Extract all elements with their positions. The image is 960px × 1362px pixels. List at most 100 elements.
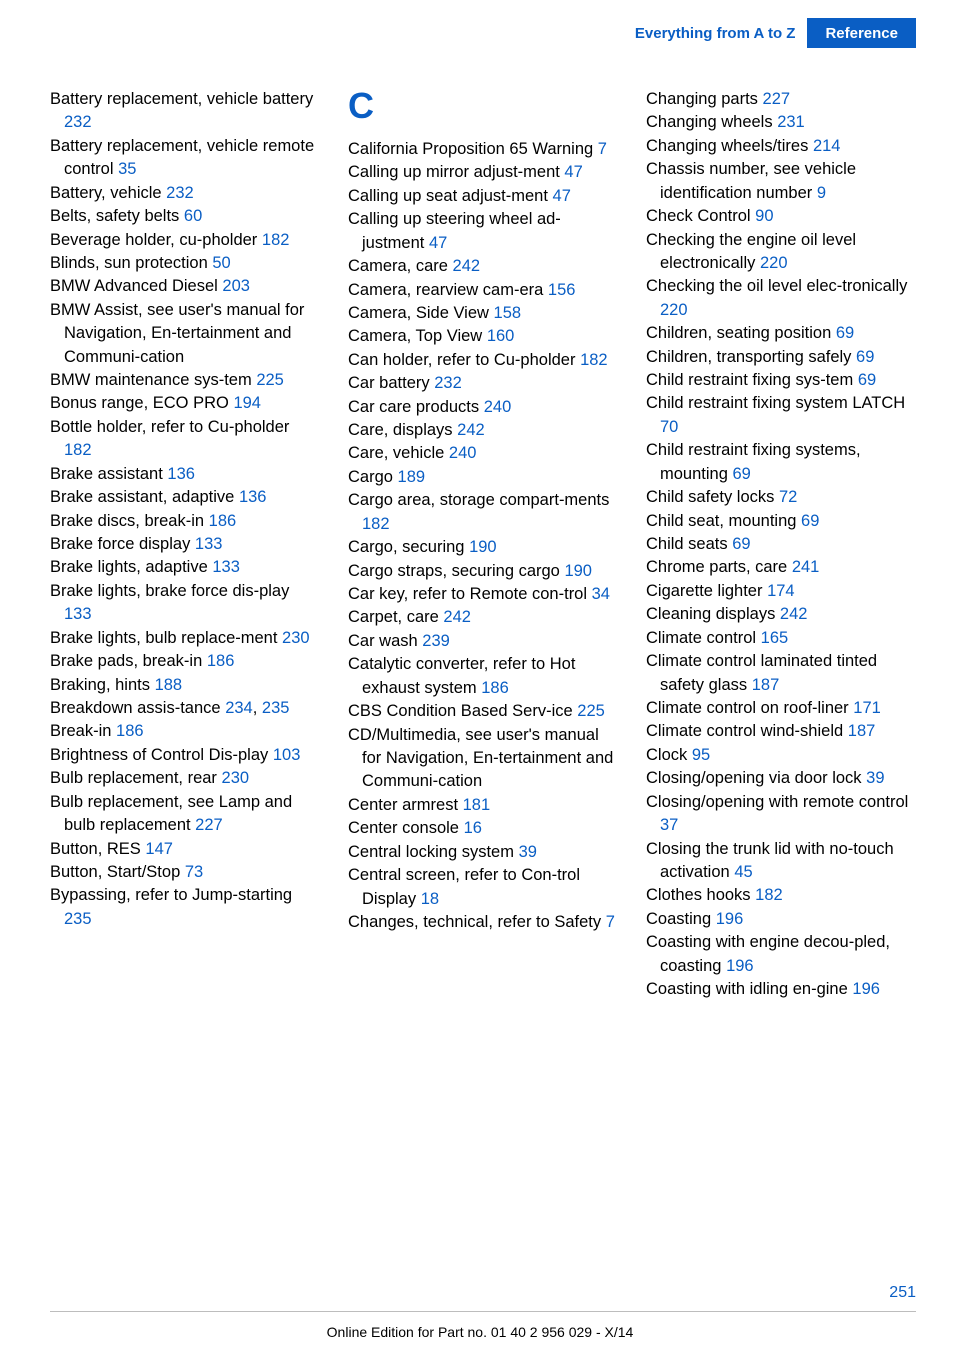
page-ref-link[interactable]: 158 [494, 304, 522, 322]
index-entry-text: Battery replacement, vehicle remote cont… [50, 137, 314, 178]
page-ref-link[interactable]: 230 [222, 769, 250, 787]
page-ref-link[interactable]: 47 [553, 187, 571, 205]
page-ref-link[interactable]: 232 [64, 113, 92, 131]
page-ref-link[interactable]: 188 [155, 676, 183, 694]
page-ref-link[interactable]: 203 [222, 277, 250, 295]
page-ref-link[interactable]: 242 [443, 608, 471, 626]
page-ref-link[interactable]: 47 [429, 234, 447, 252]
page-ref-link[interactable]: 232 [166, 184, 194, 202]
page-ref-link[interactable]: 220 [660, 301, 688, 319]
page-ref-link[interactable]: 69 [801, 512, 819, 530]
page-ref-link[interactable]: 60 [184, 207, 202, 225]
page-ref-link[interactable]: 174 [767, 582, 795, 600]
page-ref-link[interactable]: 35 [118, 160, 136, 178]
page-ref-link[interactable]: 242 [457, 421, 485, 439]
page-ref-link[interactable]: 189 [398, 468, 426, 486]
page-ref-link[interactable]: 73 [185, 863, 203, 881]
page-ref-link[interactable]: 186 [116, 722, 144, 740]
page-ref-link[interactable]: 187 [848, 722, 876, 740]
page-ref-link[interactable]: 47 [564, 163, 582, 181]
index-entry-text: Climate control [646, 629, 756, 647]
page-ref-link[interactable]: 171 [853, 699, 881, 717]
index-entry: Can holder, refer to Cu‐pholder 182 [348, 349, 618, 372]
page-ref-link[interactable]: 133 [212, 558, 240, 576]
page-ref-link[interactable]: 136 [239, 488, 267, 506]
index-entry: Bypassing, refer to Jump-starting 235 [50, 884, 320, 931]
page-ref-link[interactable]: 214 [813, 137, 841, 155]
page-ref-link[interactable]: 7 [598, 140, 607, 158]
index-entry-text: Car care products [348, 398, 479, 416]
page-ref-link[interactable]: 235 [64, 910, 92, 928]
page-ref-link[interactable]: 69 [858, 371, 876, 389]
index-entry: Carpet, care 242 [348, 606, 618, 629]
index-entry: Calling up seat adjust‐ment 47 [348, 185, 618, 208]
page-ref-link[interactable]: 187 [752, 676, 780, 694]
page-ref-link[interactable]: 70 [660, 418, 678, 436]
page-ref-link[interactable]: 190 [564, 562, 592, 580]
page-ref-link[interactable]: 196 [726, 957, 754, 975]
page-ref-link[interactable]: 230 [282, 629, 310, 647]
page-ref-link[interactable]: 37 [660, 816, 678, 834]
page-ref-link[interactable]: 136 [167, 465, 195, 483]
page-ref-link[interactable]: 240 [449, 444, 477, 462]
index-entry-text: Brake force display [50, 535, 190, 553]
page-ref-link[interactable]: 39 [866, 769, 884, 787]
page-ref-link[interactable]: 232 [434, 374, 462, 392]
page-ref-link[interactable]: 39 [519, 843, 537, 861]
page-ref-link[interactable]: 242 [780, 605, 808, 623]
page-ref-link[interactable]: 186 [209, 512, 237, 530]
page-ref-link[interactable]: 160 [487, 327, 515, 345]
page-ref-link[interactable]: 234 [225, 699, 253, 717]
page-ref-link[interactable]: 9 [817, 184, 826, 202]
page-ref-link[interactable]: 69 [732, 535, 750, 553]
page-ref-link[interactable]: 165 [761, 629, 789, 647]
index-entry: Clothes hooks 182 [646, 884, 916, 907]
index-entry-text: Climate control wind‐shield [646, 722, 843, 740]
page-ref-link[interactable]: 196 [852, 980, 880, 998]
page-ref-link[interactable]: 182 [755, 886, 783, 904]
page-ref-link[interactable]: 133 [195, 535, 223, 553]
page-ref-link[interactable]: 241 [792, 558, 820, 576]
page-ref-link[interactable]: 50 [212, 254, 230, 272]
page-ref-link[interactable]: 45 [734, 863, 752, 881]
page-ref-link[interactable]: 182 [64, 441, 92, 459]
index-entry: Cargo straps, securing cargo 190 [348, 560, 618, 583]
page-ref-link[interactable]: 225 [256, 371, 284, 389]
index-entry: Brightness of Control Dis‐play 103 [50, 744, 320, 767]
page-ref-link[interactable]: 69 [836, 324, 854, 342]
page-ref-link[interactable]: 186 [481, 679, 509, 697]
index-entry: Blinds, sun protection 50 [50, 252, 320, 275]
page-ref-link[interactable]: 186 [207, 652, 235, 670]
page-ref-link[interactable]: 182 [262, 231, 290, 249]
page-ref-link[interactable]: 16 [464, 819, 482, 837]
page-ref-link[interactable]: 133 [64, 605, 92, 623]
index-entry-text: CBS Condition Based Serv‐ice [348, 702, 573, 720]
page-ref-link[interactable]: 90 [755, 207, 773, 225]
page-ref-link[interactable]: 156 [548, 281, 576, 299]
page-ref-link[interactable]: 103 [273, 746, 301, 764]
page-ref-link[interactable]: 196 [716, 910, 744, 928]
page-ref-link[interactable]: 220 [760, 254, 788, 272]
page-ref-link[interactable]: 18 [421, 890, 439, 908]
page-ref-link[interactable]: 72 [779, 488, 797, 506]
page-ref-link[interactable]: 239 [422, 632, 450, 650]
index-entry-text: Check Control [646, 207, 751, 225]
page-ref-link[interactable]: 182 [580, 351, 608, 369]
page-ref-link[interactable]: 69 [732, 465, 750, 483]
page-ref-link[interactable]: 242 [453, 257, 481, 275]
page-ref-link[interactable]: 69 [856, 348, 874, 366]
page-ref-link[interactable]: 231 [777, 113, 805, 131]
page-ref-link[interactable]: 182 [362, 515, 390, 533]
page-ref-link[interactable]: 240 [484, 398, 512, 416]
page-ref-link[interactable]: 7 [606, 913, 615, 931]
page-ref-link[interactable]: 227 [195, 816, 223, 834]
page-ref-link[interactable]: 190 [469, 538, 497, 556]
page-ref-link[interactable]: 225 [577, 702, 605, 720]
page-ref-link[interactable]: 147 [145, 840, 173, 858]
page-ref-link[interactable]: 194 [233, 394, 261, 412]
page-ref-link[interactable]: 227 [763, 90, 791, 108]
page-ref-link[interactable]: 181 [463, 796, 491, 814]
page-ref-link[interactable]: 95 [692, 746, 710, 764]
page-ref-link[interactable]: 34 [592, 585, 610, 603]
page-ref-link[interactable]: 235 [262, 699, 290, 717]
